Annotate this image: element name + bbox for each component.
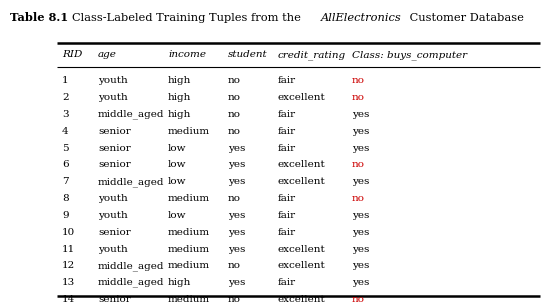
Text: youth: youth [98, 194, 128, 203]
Text: high: high [168, 93, 191, 102]
Text: no: no [228, 110, 241, 119]
Text: 10: 10 [62, 228, 75, 237]
Text: Customer Database: Customer Database [406, 13, 524, 23]
Text: AllElectronics: AllElectronics [321, 13, 401, 23]
Text: no: no [228, 127, 241, 136]
Text: yes: yes [352, 278, 369, 287]
Text: 9: 9 [62, 211, 68, 220]
Text: 11: 11 [62, 245, 75, 253]
Text: no: no [352, 194, 365, 203]
Text: 4: 4 [62, 127, 68, 136]
Text: 7: 7 [62, 177, 68, 186]
Text: senior: senior [98, 295, 131, 304]
Text: youth: youth [98, 93, 128, 102]
Text: 13: 13 [62, 278, 75, 287]
Text: low: low [168, 144, 187, 153]
Text: fair: fair [278, 278, 296, 287]
Text: 1: 1 [62, 77, 68, 85]
Text: middle_aged: middle_aged [98, 110, 165, 120]
Text: excellent: excellent [278, 177, 326, 186]
Text: 6: 6 [62, 160, 68, 170]
Text: low: low [168, 160, 187, 170]
Text: no: no [352, 295, 365, 304]
Text: fair: fair [278, 228, 296, 237]
Text: medium: medium [168, 228, 210, 237]
Text: yes: yes [228, 211, 246, 220]
Text: youth: youth [98, 245, 128, 253]
Text: medium: medium [168, 194, 210, 203]
Text: no: no [228, 77, 241, 85]
Text: medium: medium [168, 295, 210, 304]
Text: 3: 3 [62, 110, 68, 119]
Text: youth: youth [98, 211, 128, 220]
Text: youth: youth [98, 77, 128, 85]
Text: yes: yes [352, 211, 369, 220]
Text: no: no [228, 261, 241, 270]
Text: yes: yes [352, 228, 369, 237]
Text: yes: yes [228, 144, 246, 153]
Text: Class-Labeled Training Tuples from the: Class-Labeled Training Tuples from the [72, 13, 305, 23]
Text: yes: yes [228, 160, 246, 170]
Text: fair: fair [278, 194, 296, 203]
Text: low: low [168, 177, 187, 186]
Text: yes: yes [228, 228, 246, 237]
Text: medium: medium [168, 245, 210, 253]
Text: fair: fair [278, 77, 296, 85]
Text: senior: senior [98, 160, 131, 170]
Text: high: high [168, 278, 191, 287]
Text: excellent: excellent [278, 245, 326, 253]
Text: student: student [228, 51, 267, 59]
Text: credit_rating: credit_rating [278, 50, 346, 60]
Text: medium: medium [168, 127, 210, 136]
Text: yes: yes [352, 177, 369, 186]
Text: yes: yes [352, 110, 369, 119]
Text: medium: medium [168, 261, 210, 270]
Text: no: no [352, 93, 365, 102]
Text: no: no [352, 160, 365, 170]
Text: 5: 5 [62, 144, 68, 153]
Text: Class: buys_computer: Class: buys_computer [352, 50, 467, 60]
Text: yes: yes [228, 177, 246, 186]
Text: yes: yes [352, 261, 369, 270]
Text: 12: 12 [62, 261, 75, 270]
Text: yes: yes [352, 245, 369, 253]
Text: 14: 14 [62, 295, 75, 304]
Text: no: no [228, 295, 241, 304]
Text: yes: yes [228, 245, 246, 253]
Text: fair: fair [278, 110, 296, 119]
Text: senior: senior [98, 127, 131, 136]
Text: high: high [168, 110, 191, 119]
Text: excellent: excellent [278, 295, 326, 304]
Text: middle_aged: middle_aged [98, 278, 165, 287]
Text: age: age [98, 51, 117, 59]
Text: no: no [228, 93, 241, 102]
Text: fair: fair [278, 144, 296, 153]
Text: yes: yes [352, 144, 369, 153]
Text: middle_aged: middle_aged [98, 261, 165, 271]
Text: excellent: excellent [278, 261, 326, 270]
Text: yes: yes [228, 278, 246, 287]
Text: low: low [168, 211, 187, 220]
Text: excellent: excellent [278, 160, 326, 170]
Text: fair: fair [278, 211, 296, 220]
Text: senior: senior [98, 144, 131, 153]
Text: Table 8.1: Table 8.1 [10, 12, 68, 23]
Text: no: no [228, 194, 241, 203]
Text: high: high [168, 77, 191, 85]
Text: middle_aged: middle_aged [98, 177, 165, 187]
Text: 2: 2 [62, 93, 68, 102]
Text: income: income [168, 51, 206, 59]
Text: no: no [352, 77, 365, 85]
Text: senior: senior [98, 228, 131, 237]
Text: fair: fair [278, 127, 296, 136]
Text: excellent: excellent [278, 93, 326, 102]
Text: RID: RID [62, 51, 83, 59]
Text: 8: 8 [62, 194, 68, 203]
Text: yes: yes [352, 127, 369, 136]
